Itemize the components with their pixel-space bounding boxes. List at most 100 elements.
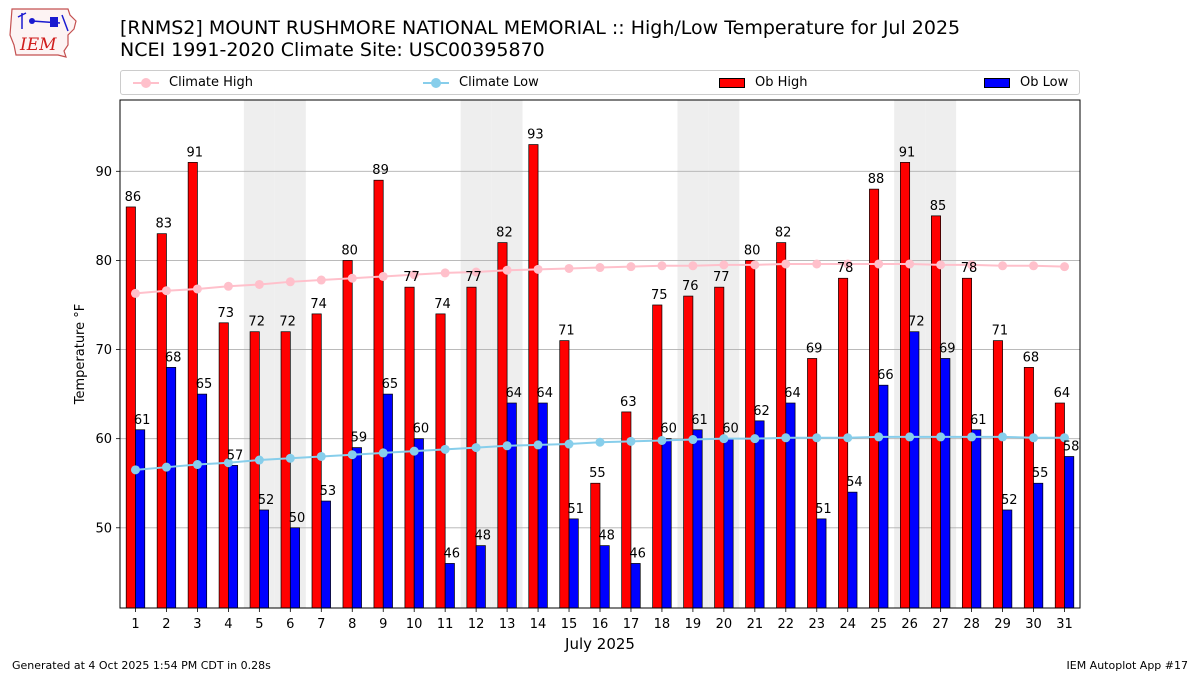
climate-high-point — [657, 261, 667, 271]
ob-low-label: 61 — [134, 413, 151, 428]
climate-high-point — [719, 260, 729, 270]
x-tick-label: 22 — [778, 617, 795, 632]
climate-low-point — [440, 444, 450, 454]
climate-low-point — [347, 450, 357, 460]
legend-item-climate-high: Climate High — [133, 71, 253, 94]
x-tick-label: 8 — [348, 617, 356, 632]
ob-low-bar — [259, 509, 269, 609]
x-tick-label: 9 — [379, 617, 387, 632]
legend-item-ob-high: Ob High — [719, 71, 808, 94]
ob-low-bar — [816, 518, 827, 609]
ob-low-label: 62 — [753, 404, 770, 419]
ob-high-label: 78 — [961, 261, 978, 276]
ob-high-label: 78 — [837, 261, 854, 276]
climate-low-swatch — [423, 77, 449, 88]
climate-high-point — [1029, 261, 1039, 271]
climate-low-point — [254, 455, 264, 465]
ob-low-bar — [382, 393, 393, 609]
ob-high-label: 93 — [527, 128, 544, 143]
ob-low-bar — [971, 429, 982, 609]
ob-high-bar — [900, 162, 911, 609]
ob-high-bar — [559, 340, 570, 609]
x-tick-label: 7 — [317, 617, 325, 632]
ob-low-label: 60 — [722, 422, 739, 437]
chart-title-line-2: NCEI 1991-2020 Climate Site: USC00395870 — [120, 39, 545, 61]
ob-high-label: 72 — [248, 315, 265, 330]
ob-high-label: 55 — [589, 466, 606, 481]
x-tick-label: 13 — [499, 617, 516, 632]
x-tick-label: 30 — [1025, 617, 1042, 632]
ob-low-bar — [599, 545, 610, 609]
ob-low-bar — [1002, 509, 1013, 609]
climate-high-point — [843, 259, 853, 269]
x-tick-label: 21 — [747, 617, 764, 632]
climate-low-point — [161, 462, 171, 472]
ob-high-label: 89 — [372, 163, 389, 178]
climate-high-point — [471, 267, 481, 277]
ob-low-label: 64 — [784, 386, 801, 401]
climate-low-point — [1060, 433, 1070, 443]
ob-high-bar — [807, 358, 818, 609]
legend-label-climate-low: Climate Low — [459, 75, 539, 90]
ob-low-bar — [940, 358, 951, 609]
ob-low-label: 64 — [536, 386, 553, 401]
ob-high-label: 83 — [156, 217, 173, 232]
ob-low-label: 53 — [320, 484, 337, 499]
ob-low-bar — [1064, 456, 1075, 609]
climate-high-swatch — [133, 77, 159, 88]
y-tick-label: 50 — [95, 521, 112, 536]
ob-low-bar — [444, 563, 455, 609]
climate-high-point — [130, 288, 140, 298]
ob-high-label: 71 — [992, 324, 1009, 339]
climate-high-point — [781, 259, 791, 269]
x-tick-label: 20 — [716, 617, 733, 632]
climate-high-point — [936, 260, 946, 270]
climate-high-point — [564, 263, 574, 273]
ob-low-label: 68 — [165, 350, 182, 365]
x-tick-label: 6 — [286, 617, 294, 632]
ob-low-bar — [568, 518, 579, 609]
ob-low-swatch — [984, 77, 1010, 88]
climate-low-point — [626, 436, 636, 446]
ob-high-bar — [714, 286, 725, 609]
ob-high-label: 74 — [310, 297, 327, 312]
ob-low-bar — [135, 429, 146, 609]
ob-low-label: 66 — [877, 368, 894, 383]
ob-low-bar — [692, 429, 703, 609]
iem-logo: IEM — [8, 5, 82, 59]
legend-label-climate-high: Climate High — [169, 75, 254, 90]
ob-low-label: 61 — [691, 413, 708, 428]
climate-low-point — [378, 448, 388, 458]
climate-low-point — [409, 446, 419, 456]
ob-high-label: 80 — [744, 243, 761, 258]
climate-low-point — [998, 432, 1008, 442]
ob-high-label: 72 — [279, 315, 296, 330]
x-tick-label: 15 — [561, 617, 578, 632]
y-tick-label: 70 — [95, 343, 112, 358]
ob-high-label: 71 — [558, 324, 575, 339]
climate-high-point — [161, 286, 171, 296]
ob-high-bar — [373, 179, 384, 609]
x-tick-label: 12 — [468, 617, 485, 632]
ob-low-bar — [351, 447, 362, 609]
ob-low-label: 51 — [815, 502, 832, 517]
ob-high-label: 73 — [217, 306, 234, 321]
svg-text:IEM: IEM — [19, 35, 57, 55]
x-axis-label: July 2025 — [564, 635, 635, 653]
climate-low-point — [719, 434, 729, 444]
legend-label-ob-high: Ob High — [755, 75, 808, 90]
x-tick-label: 18 — [654, 617, 671, 632]
climate-low-point — [285, 453, 295, 463]
climate-high-point — [595, 263, 605, 273]
generated-timestamp: Generated at 4 Oct 2025 1:54 PM CDT in 0… — [12, 659, 271, 672]
ob-high-bar — [125, 206, 136, 609]
ob-high-bar — [776, 242, 787, 609]
climate-low-point — [781, 433, 791, 443]
ob-high-bar — [528, 144, 539, 609]
ob-low-label: 69 — [939, 341, 956, 356]
ob-low-label: 57 — [227, 448, 244, 463]
x-tick-label: 5 — [255, 617, 263, 632]
ob-high-bar — [280, 331, 291, 609]
climate-low-point — [657, 435, 667, 445]
